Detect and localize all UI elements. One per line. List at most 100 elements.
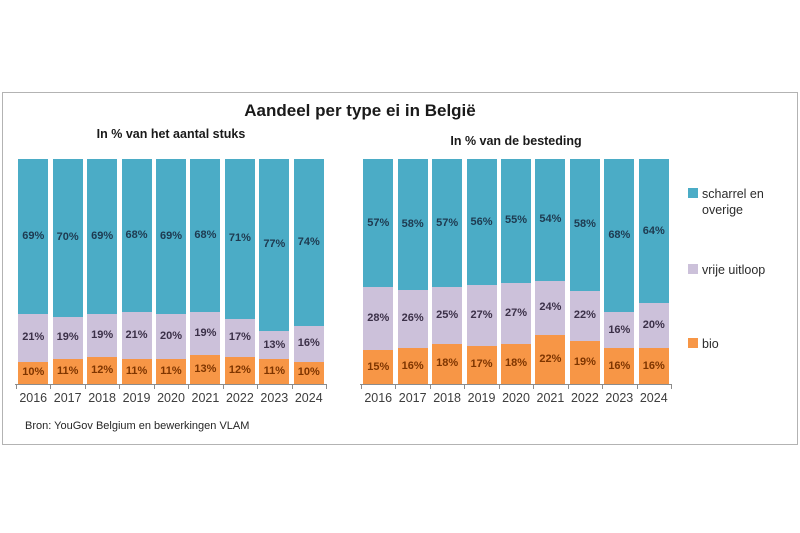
year-label: 2022 <box>225 391 254 405</box>
bar-segment <box>259 359 290 384</box>
bar-segment <box>156 159 186 315</box>
bar-segment <box>293 159 324 326</box>
bar-label: 11% <box>263 365 286 378</box>
year-label: 2023 <box>605 391 634 405</box>
year-label: 2021 <box>536 391 565 405</box>
axis-tick <box>602 385 604 389</box>
bar-label: 12% <box>228 364 251 376</box>
subtitle-besteding: In % van de besteding <box>450 134 582 148</box>
bar-label: 71% <box>228 232 251 245</box>
year-label: 2017 <box>398 391 427 405</box>
axis-tick <box>188 385 190 389</box>
legend-item-bio: bio <box>688 336 719 352</box>
bar-segment <box>501 282 531 344</box>
axis-tick <box>636 385 638 389</box>
bar-segment <box>466 285 497 346</box>
bar-label: 55% <box>504 214 528 227</box>
chart-title: Aandeel per type ei in België <box>244 101 476 120</box>
bar-label: 57% <box>367 216 390 229</box>
bar-segment <box>466 345 497 384</box>
legend-label: bio <box>702 337 719 351</box>
bar-label: 18% <box>436 357 459 370</box>
bar-label: 16% <box>297 337 320 349</box>
bar-segment <box>190 159 221 312</box>
year-label: 2024 <box>639 391 668 405</box>
bar-segment <box>397 159 428 290</box>
bar-segment <box>224 318 255 357</box>
bar-label: 69% <box>159 230 183 243</box>
bar-label: 10% <box>22 366 45 379</box>
bar-segment <box>121 359 152 384</box>
year-label: 2020 <box>157 391 185 405</box>
bar-segment <box>121 312 152 360</box>
bar-segment <box>18 361 49 384</box>
bar-label: 10% <box>297 366 320 379</box>
bar-segment <box>363 350 394 384</box>
bar-segment <box>638 159 669 303</box>
bar-segment <box>466 159 497 285</box>
bar-label: 68% <box>608 229 631 241</box>
bar-label: 13% <box>194 362 217 375</box>
legend-swatch-bio-icon <box>688 338 698 348</box>
bar-label: 19% <box>573 355 596 368</box>
legend-swatch-scharrel-icon <box>688 188 698 198</box>
bar-label: 77% <box>263 238 286 251</box>
bar-segment <box>52 316 83 360</box>
year-label: 2023 <box>260 391 289 405</box>
bar-label: 70% <box>56 231 79 244</box>
bar-segment <box>501 343 531 384</box>
bar-segment <box>224 357 255 384</box>
bar-segment <box>535 159 566 281</box>
bar-segment <box>259 330 290 360</box>
bar-label: 13% <box>263 338 286 351</box>
bar-segment <box>363 159 394 288</box>
bar-label: 69% <box>91 230 114 243</box>
bar-label: 11% <box>160 365 182 378</box>
year-label: 2018 <box>433 391 462 405</box>
bar-label: 56% <box>470 215 493 228</box>
bar-label: 11% <box>125 365 148 378</box>
subtitle-aantal-stuks: In % van het aantal stuks <box>96 127 246 141</box>
axis-tick <box>222 385 224 389</box>
x-axis-line <box>360 384 672 385</box>
bar-segment <box>52 359 83 384</box>
bar-label: 21% <box>125 329 148 342</box>
bar-label: 19% <box>91 329 114 342</box>
bar-segment <box>432 159 463 288</box>
year-label: 2019 <box>122 391 151 405</box>
year-label: 2022 <box>570 391 599 405</box>
axis-tick <box>361 385 362 389</box>
axis-tick <box>119 385 121 389</box>
axis-tick <box>464 385 466 389</box>
axis-tick <box>498 385 500 389</box>
legend-swatch-vrije-uitloop-icon <box>688 264 698 274</box>
bar-segment <box>156 314 186 360</box>
chart-besteding: 15% 28% 57% 2016 16% 26% 58% 2017 18% 25% 57% 2018 1… <box>360 159 672 424</box>
axis-tick <box>84 385 86 389</box>
bar-segment <box>87 357 118 384</box>
bar-label: 11% <box>56 365 79 378</box>
chart-aantal-stuks: 10% 21% 69% 2016 11% 19% 70% 2017 12% 19% 69% 2018 1… <box>15 159 327 424</box>
bar-segment <box>432 287 463 344</box>
x-axis-line <box>15 384 327 385</box>
bar-label: 57% <box>436 216 459 229</box>
legend-label: vrije uitloop <box>702 263 766 277</box>
axis-tick <box>567 385 569 389</box>
bar-label: 27% <box>470 308 493 321</box>
axis-tick <box>153 385 155 389</box>
bar-label: 28% <box>367 312 390 325</box>
year-label: 2019 <box>467 391 496 405</box>
bar-label: 25% <box>436 308 459 321</box>
axis-tick <box>16 385 17 389</box>
bar-label: 74% <box>297 235 320 248</box>
bar-segment <box>363 287 394 351</box>
bar-segment <box>190 354 221 384</box>
bar-segment <box>190 312 221 355</box>
bar-segment <box>535 334 566 384</box>
bar-segment <box>52 159 83 317</box>
bar-label: 17% <box>470 358 493 371</box>
year-label: 2020 <box>502 391 530 405</box>
year-label: 2016 <box>19 391 48 405</box>
bar-label: 19% <box>56 331 79 344</box>
